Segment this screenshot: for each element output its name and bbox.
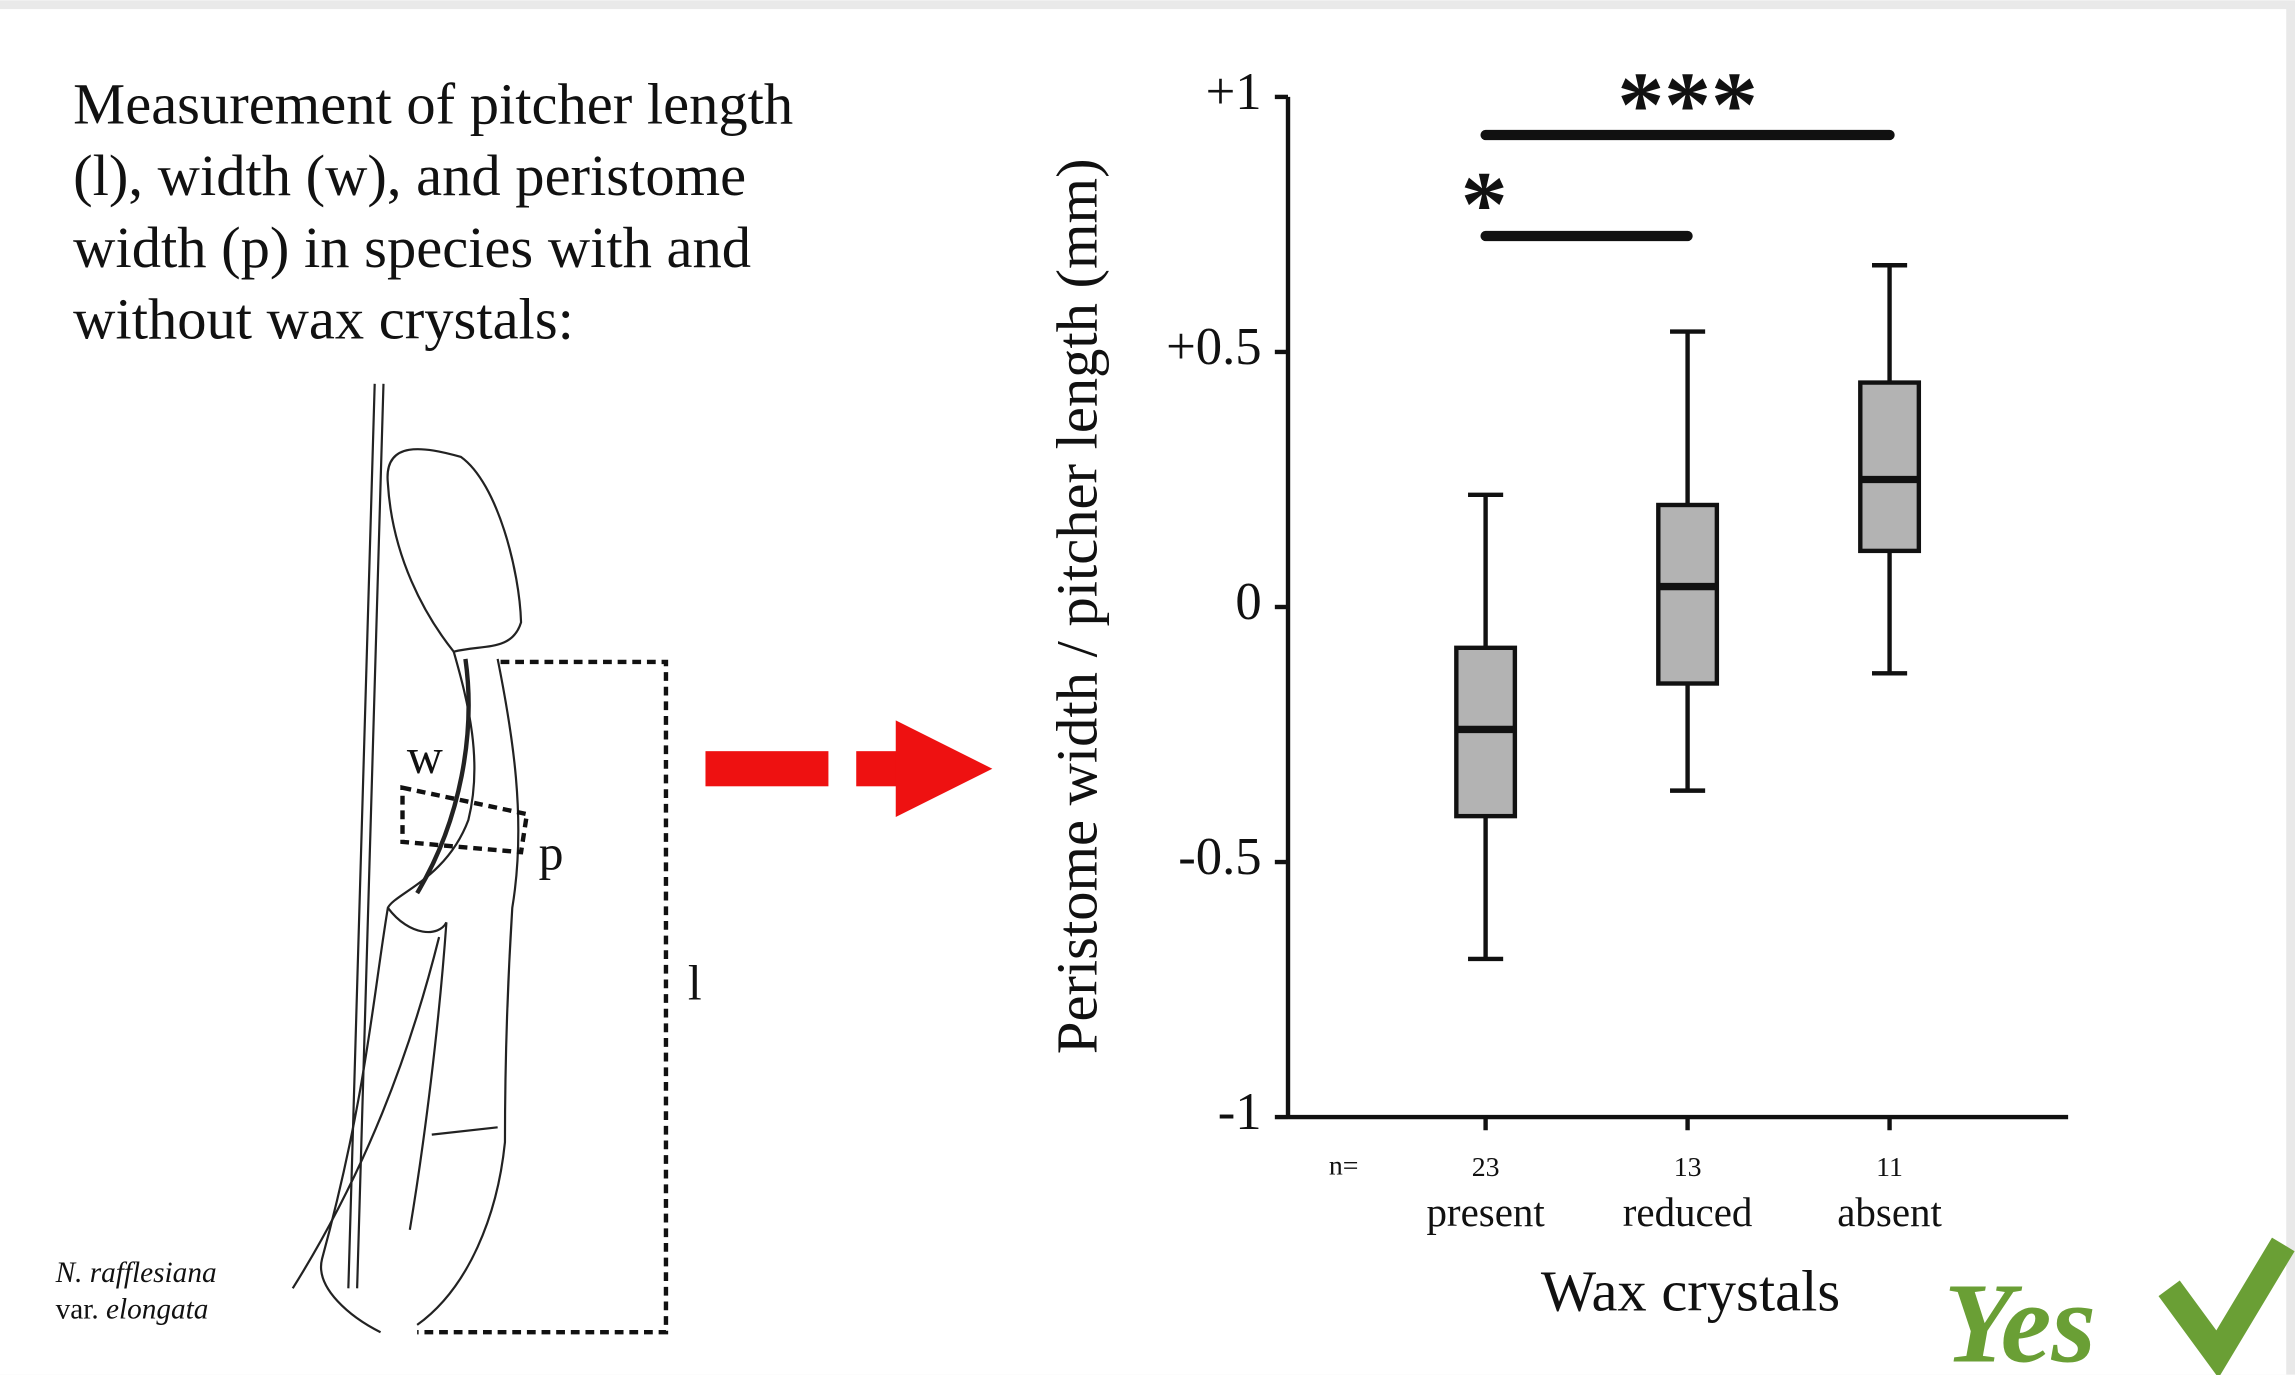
slide-bg: [0, 9, 2286, 1375]
species-name: N. rafflesiana: [55, 1257, 217, 1289]
x-tick-label: reduced: [1623, 1189, 1753, 1235]
y-tick-label: -1: [1218, 1083, 1262, 1141]
n-count: 13: [1674, 1152, 1702, 1183]
label-l: l: [688, 956, 702, 1011]
variety-text: elongata: [106, 1293, 208, 1325]
y-tick-label: +0.5: [1166, 318, 1262, 376]
significance-label: *: [1461, 154, 1508, 257]
x-axis-title: Wax crystals: [1541, 1259, 1840, 1324]
x-tick-label: present: [1426, 1189, 1545, 1235]
description-line: Measurement of pitcher length: [73, 72, 793, 137]
stamp: Yes: [1944, 1259, 2096, 1375]
y-axis-title: Peristome width / pitcher length (mm): [1045, 158, 1110, 1054]
y-tick-label: -0.5: [1178, 828, 1261, 886]
n-count: 11: [1876, 1152, 1903, 1183]
n-label: n=: [1329, 1151, 1359, 1182]
slide: Measurement of pitcher length (l), width…: [0, 0, 2295, 1375]
description-line: (l), width (w), and peristome: [73, 143, 746, 208]
y-tick-label: 0: [1235, 573, 1261, 631]
var-text: var.: [56, 1293, 99, 1325]
box: [1860, 383, 1919, 551]
species-variety: var. elongata: [56, 1293, 209, 1325]
x-tick-label: absent: [1837, 1189, 1942, 1235]
box: [1658, 505, 1717, 684]
n-count: 23: [1472, 1152, 1500, 1183]
label-w: w: [407, 729, 443, 784]
description-line: width (p) in species with and: [73, 215, 751, 280]
significance-label: ***: [1617, 54, 1757, 157]
description-line: without wax crystals:: [73, 287, 574, 352]
y-tick-label: +1: [1206, 63, 1262, 121]
label-p: p: [539, 825, 564, 880]
